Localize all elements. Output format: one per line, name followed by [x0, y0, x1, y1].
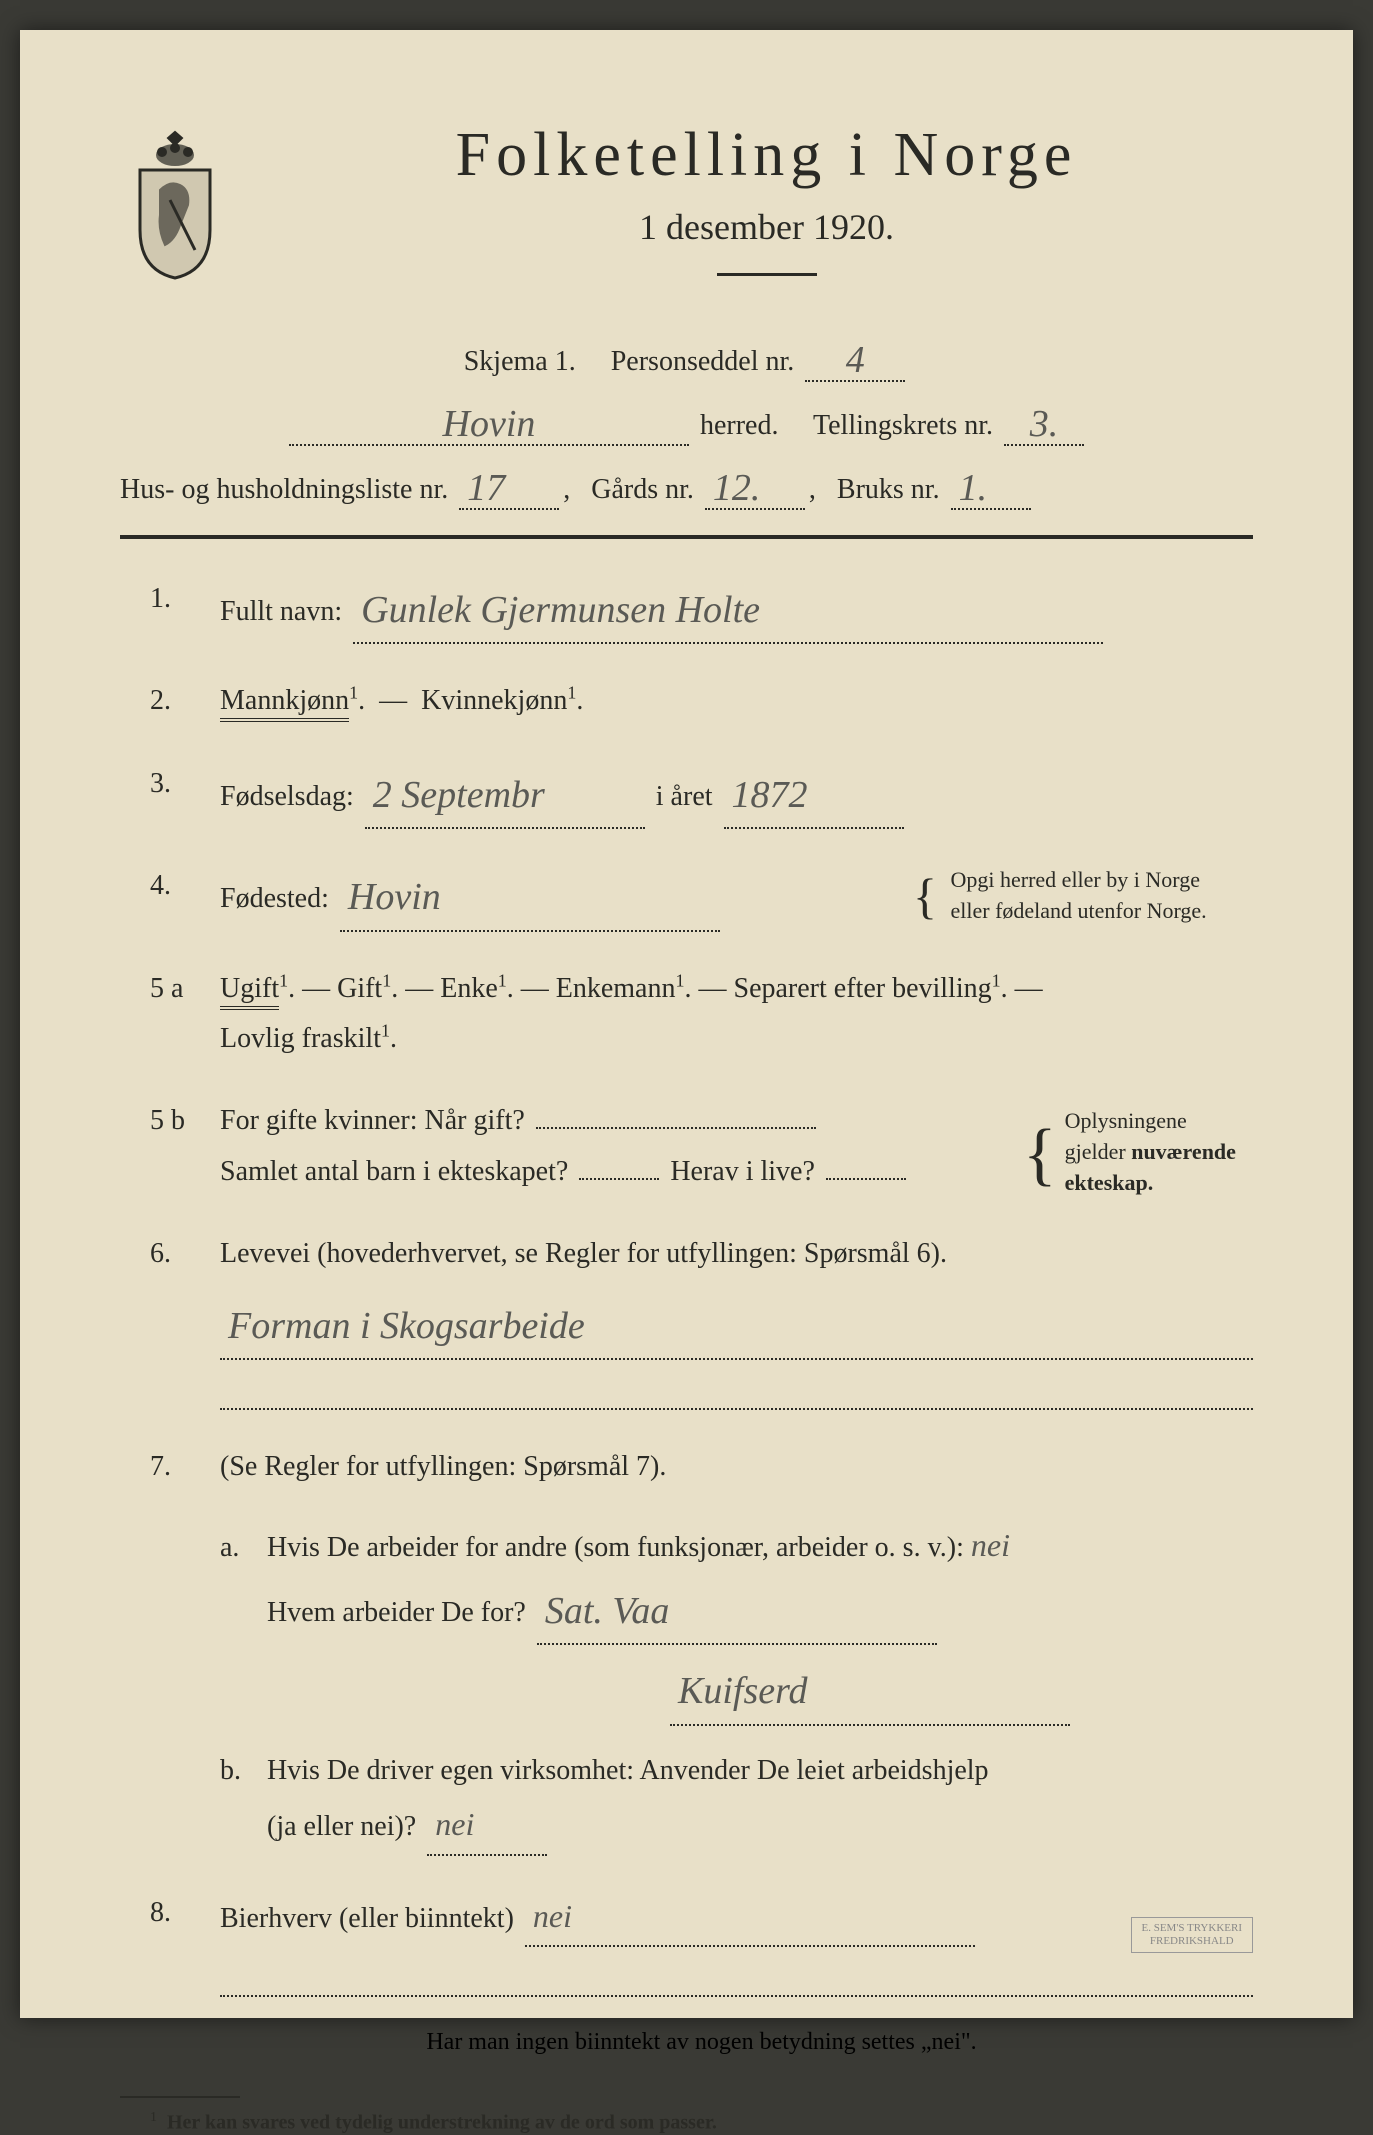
- q2-number: 2.: [150, 676, 220, 726]
- gards-label: Gårds nr.: [591, 474, 694, 505]
- brace-icon: {: [913, 861, 937, 931]
- q5a-separert: Separert efter bevilling: [734, 973, 992, 1004]
- question-5a: 5 a Ugift1. — Gift1. — Enke1. — Enkemann…: [150, 964, 1253, 1065]
- q4-number: 4.: [150, 861, 220, 931]
- q7-number: 7.: [150, 1442, 220, 1856]
- q6-number: 6.: [150, 1229, 220, 1410]
- tellingskrets-value: 3.: [1030, 403, 1059, 445]
- q5a-number: 5 a: [150, 964, 220, 1065]
- instruction-text: Har man ingen biinntekt av nogen betydni…: [150, 2029, 1253, 2056]
- stamp-line2: FREDRIKSHALD: [1142, 1935, 1243, 1948]
- q4-note1: Opgi herred eller by i Norge: [951, 867, 1200, 892]
- q5b-note2: gjelder: [1065, 1139, 1126, 1164]
- q5a-enke: Enke: [440, 973, 498, 1004]
- q5b-line2a: Samlet antal barn i ekteskapet?: [220, 1156, 568, 1187]
- personseddel-value: 4: [846, 339, 865, 381]
- bruks-value: 1.: [959, 467, 988, 509]
- q7a-label: a.: [220, 1523, 260, 1573]
- q7b-text2: (ja eller nei)?: [267, 1811, 416, 1842]
- q7-label: (Se Regler for utfyllingen: Spørsmål 7).: [220, 1451, 666, 1482]
- q5b-line1: For gifte kvinner: Når gift?: [220, 1105, 525, 1136]
- q7a-text2: Hvem arbeider De for?: [267, 1597, 526, 1628]
- gards-value: 12.: [713, 467, 761, 509]
- footnote: 1 Her kan svares ved tydelig understrekn…: [120, 2110, 1253, 2135]
- q1-value: Gunlek Gjermunsen Holte: [361, 589, 760, 631]
- census-date: 1 desember 1920.: [280, 206, 1253, 248]
- q4-value: Hovin: [348, 876, 441, 918]
- question-8: 8. Bierhverv (eller biinntekt) nei: [150, 1888, 1253, 1998]
- section-divider: [120, 535, 1253, 539]
- footnote-rule: [120, 2096, 240, 2098]
- q3-day: 2 Septembr: [373, 774, 545, 816]
- bruks-label: Bruks nr.: [837, 474, 940, 505]
- question-7: 7. (Se Regler for utfyllingen: Spørsmål …: [150, 1442, 1253, 1856]
- questions-section: 1. Fullt navn: Gunlek Gjermunsen Holte 2…: [120, 574, 1253, 2056]
- q8-value: nei: [533, 1898, 572, 1934]
- q5b-line2b: Herav i live?: [670, 1156, 815, 1187]
- q1-label: Fullt navn:: [220, 596, 342, 627]
- q2-kvinne: Kvinnekjønn: [421, 685, 567, 716]
- title-divider: [717, 273, 817, 276]
- q3-label: Fødselsdag:: [220, 781, 354, 812]
- q5b-note3: ekteskap.: [1065, 1170, 1154, 1195]
- personseddel-label: Personseddel nr.: [611, 346, 795, 377]
- q5b-note2b: nuværende: [1131, 1139, 1236, 1164]
- q2-mann: Mannkjønn: [220, 685, 349, 722]
- question-1: 1. Fullt navn: Gunlek Gjermunsen Holte: [150, 574, 1253, 644]
- norwegian-crest-icon: [120, 130, 230, 280]
- husliste-label: Hus- og husholdningsliste nr.: [120, 474, 448, 505]
- q4-label: Fødested:: [220, 883, 329, 914]
- tellingskrets-label: Tellingskrets nr.: [813, 410, 993, 441]
- q1-number: 1.: [150, 574, 220, 644]
- q5a-fraskilt: Lovlig fraskilt: [220, 1023, 381, 1054]
- herred-value: Hovin: [443, 403, 536, 445]
- q5a-ugift: Ugift: [220, 973, 279, 1010]
- q5a-gift: Gift: [337, 973, 382, 1004]
- herred-label: herred.: [700, 410, 779, 441]
- footnote-text: Her kan svares ved tydelig understreknin…: [167, 2112, 717, 2134]
- skjema-label: Skjema 1.: [464, 346, 576, 377]
- census-form-document: Folketelling i Norge 1 desember 1920. Sk…: [20, 30, 1353, 2018]
- q4-note2: eller fødeland utenfor Norge.: [951, 898, 1207, 923]
- q3-year: 1872: [732, 774, 808, 816]
- q8-label: Bierhverv (eller biinntekt): [220, 1903, 514, 1934]
- q7a-text1: Hvis De arbeider for andre (som funksjon…: [267, 1532, 964, 1563]
- question-5b: 5 b For gifte kvinner: Når gift? { Oplys…: [150, 1096, 1253, 1197]
- q3-year-label: i året: [656, 781, 713, 812]
- q8-number: 8.: [150, 1888, 220, 1998]
- q6-value: Forman i Skogsarbeide: [228, 1305, 585, 1347]
- footnote-marker: 1: [150, 2110, 157, 2125]
- q7a-value2: Sat. Vaa: [545, 1590, 670, 1632]
- q3-number: 3.: [150, 759, 220, 829]
- q7b-value: nei: [435, 1806, 474, 1842]
- q7a-value3: Kuifserd: [678, 1670, 808, 1712]
- document-header: Folketelling i Norge 1 desember 1920.: [120, 120, 1253, 306]
- q5b-number: 5 b: [150, 1096, 220, 1197]
- q7a-value1: nei: [971, 1527, 1010, 1563]
- question-6: 6. Levevei (hovederhvervet, se Regler fo…: [150, 1229, 1253, 1410]
- q6-label: Levevei (hovederhvervet, se Regler for u…: [220, 1238, 947, 1269]
- printer-stamp: E. SEM'S TRYKKERI FREDRIKSHALD: [1131, 1917, 1254, 1953]
- title-block: Folketelling i Norge 1 desember 1920.: [280, 120, 1253, 306]
- question-4: 4. Fødested: Hovin { Opgi herred eller b…: [150, 861, 1253, 931]
- question-2: 2. Mannkjønn1. — Kvinnekjønn1.: [150, 676, 1253, 726]
- stamp-line1: E. SEM'S TRYKKERI: [1142, 1922, 1243, 1935]
- q5a-enkemann: Enkemann: [556, 973, 676, 1004]
- brace-icon-2: {: [1023, 1106, 1057, 1204]
- q5b-note1: Oplysningene: [1065, 1108, 1187, 1133]
- question-3: 3. Fødselsdag: 2 Septembr i året 1872: [150, 759, 1253, 829]
- main-title: Folketelling i Norge: [280, 120, 1253, 191]
- husliste-value: 17: [467, 467, 505, 509]
- form-metadata: Skjema 1. Personseddel nr. 4 Hovin herre…: [120, 336, 1253, 510]
- q7b-text1: Hvis De driver egen virksomhet: Anvender…: [267, 1755, 989, 1786]
- q7b-label: b.: [220, 1746, 260, 1796]
